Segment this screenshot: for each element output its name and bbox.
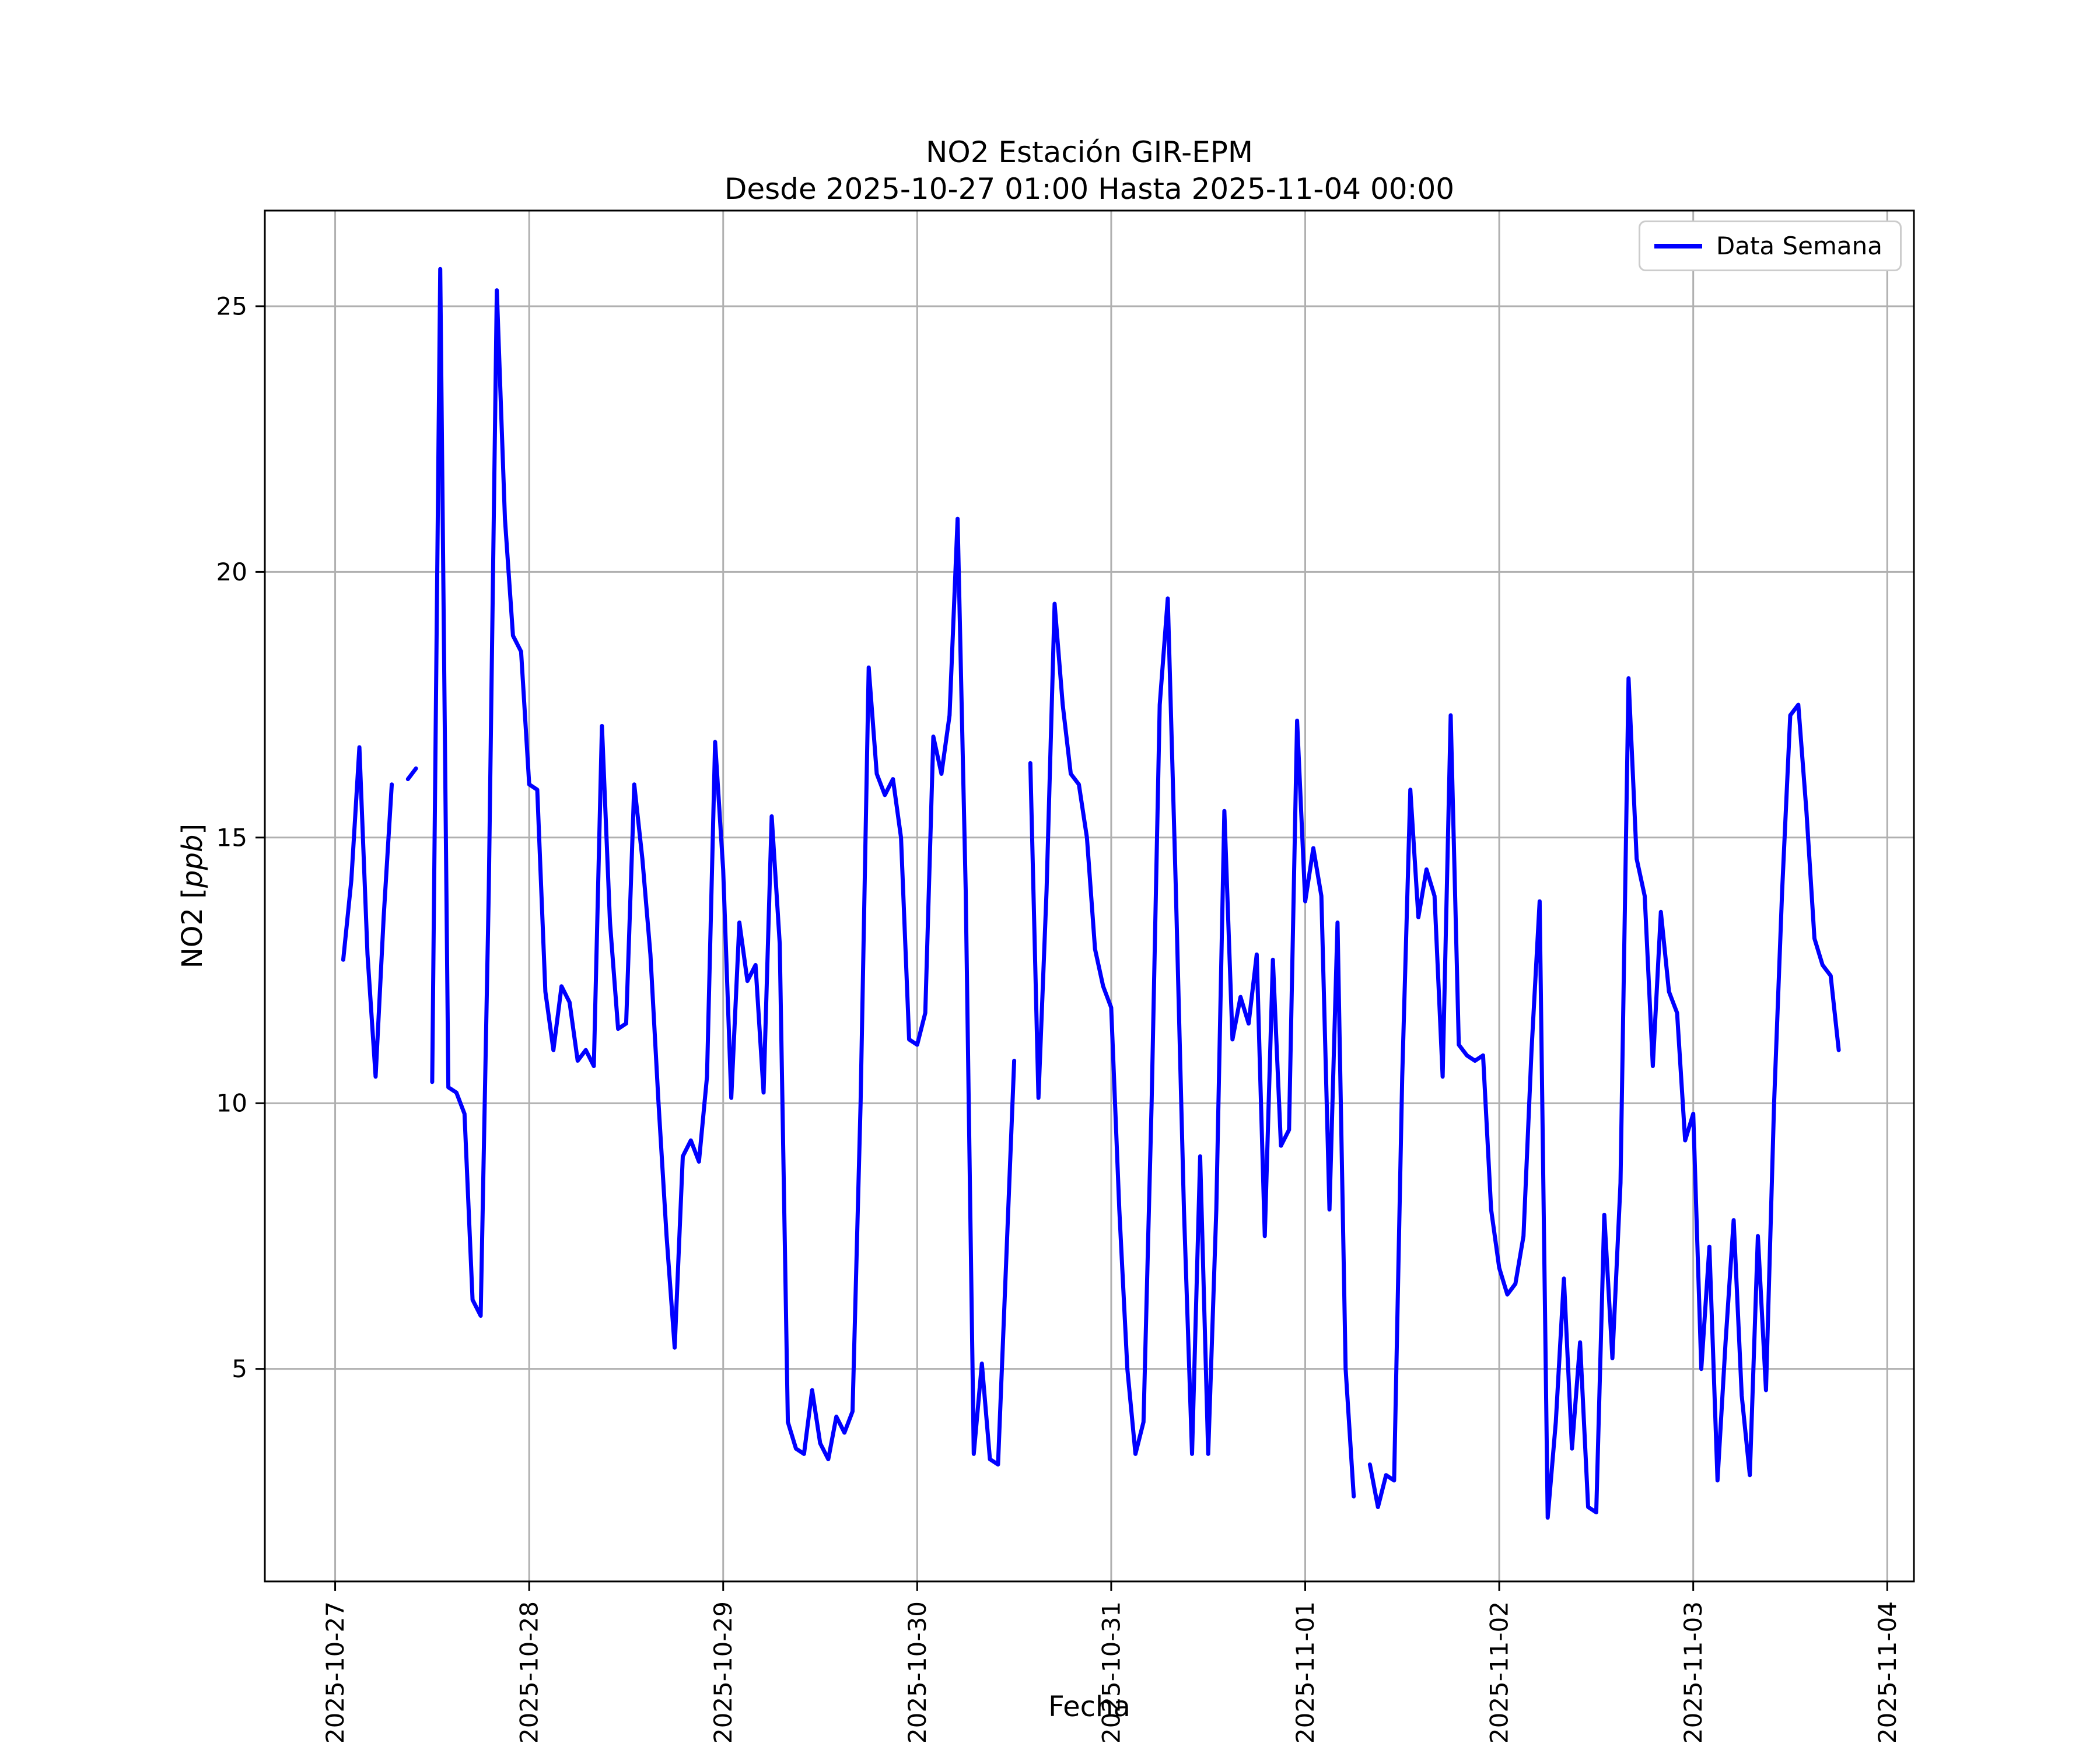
- y-axis-label-post: ]: [176, 823, 209, 835]
- x-tick-label: 2025-11-03: [1679, 1601, 1707, 1744]
- chart-title-line1: NO2 Estación GIR-EPM: [925, 135, 1254, 169]
- x-tick-label: 2025-11-01: [1291, 1601, 1320, 1744]
- y-tick-label: 25: [216, 292, 247, 320]
- y-tick-label: 15: [216, 823, 247, 852]
- y-tick-label: 10: [216, 1089, 247, 1118]
- x-axis-label: Fecha: [1048, 1690, 1130, 1723]
- legend: Data Semana: [1638, 220, 1902, 271]
- x-tick-label: 2025-10-28: [515, 1601, 544, 1744]
- legend-label: Data Semana: [1716, 232, 1882, 260]
- y-axis-label: NO2 [ppb]: [176, 779, 209, 1013]
- x-tick-label: 2025-10-27: [321, 1601, 349, 1744]
- axes-spines: [264, 209, 1915, 1583]
- chart-title-line2: Desde 2025-10-27 01:00 Hasta 2025-11-04 …: [724, 172, 1455, 206]
- y-tick-label: 20: [216, 558, 247, 586]
- x-tick-label: 2025-10-31: [1097, 1601, 1125, 1744]
- x-tick-label: 2025-11-04: [1873, 1601, 1902, 1744]
- y-axis-label-unit: ppb: [176, 834, 209, 888]
- legend-line-sample: [1654, 243, 1702, 249]
- x-tick-label: 2025-10-29: [709, 1601, 737, 1744]
- chart-title: NO2 Estación GIR-EPM Desde 2025-10-27 01…: [265, 134, 1914, 208]
- x-tick-label: 2025-11-02: [1485, 1601, 1514, 1744]
- y-tick-label: 5: [232, 1354, 247, 1383]
- data-line: [341, 267, 1841, 1520]
- y-axis-label-pre: NO2 [: [176, 887, 209, 969]
- x-tick-label: 2025-10-30: [903, 1601, 932, 1744]
